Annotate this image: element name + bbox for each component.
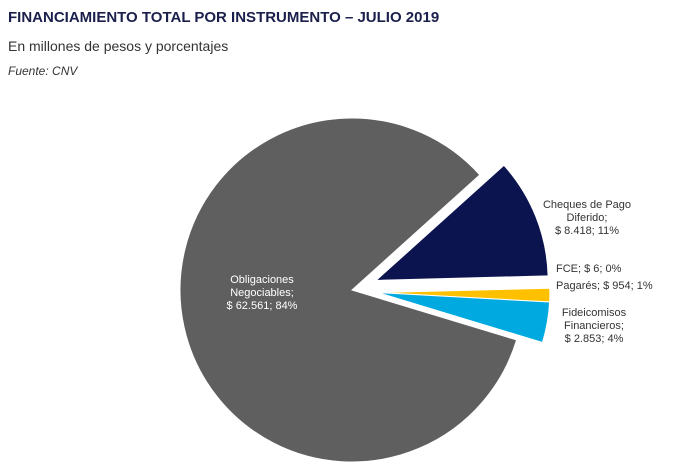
pie-slice-obligaciones-negociables bbox=[179, 117, 518, 463]
slice-label: FCE; $ 6; 0% bbox=[556, 263, 622, 275]
slice-label: Cheques de Pago Diferido; $ 8.418; 11% bbox=[543, 199, 631, 237]
pie-slice-cheques-de-pago-diferido bbox=[374, 164, 549, 281]
chart-subtitle: En millones de pesos y porcentajes bbox=[8, 38, 229, 54]
pie-slice-fideicomisos-financieros bbox=[377, 292, 551, 344]
chart-source: Fuente: CNV bbox=[8, 64, 78, 78]
slice-label: Pagarés; $ 954; 1% bbox=[556, 280, 653, 292]
slice-label: Obligaciones Negociables; $ 62.561; 84% bbox=[227, 274, 298, 312]
slice-label: Fideicomisos Financieros; $ 2.853; 4% bbox=[562, 307, 627, 345]
chart-title: FINANCIAMIENTO TOTAL POR INSTRUMENTO – J… bbox=[8, 9, 440, 26]
